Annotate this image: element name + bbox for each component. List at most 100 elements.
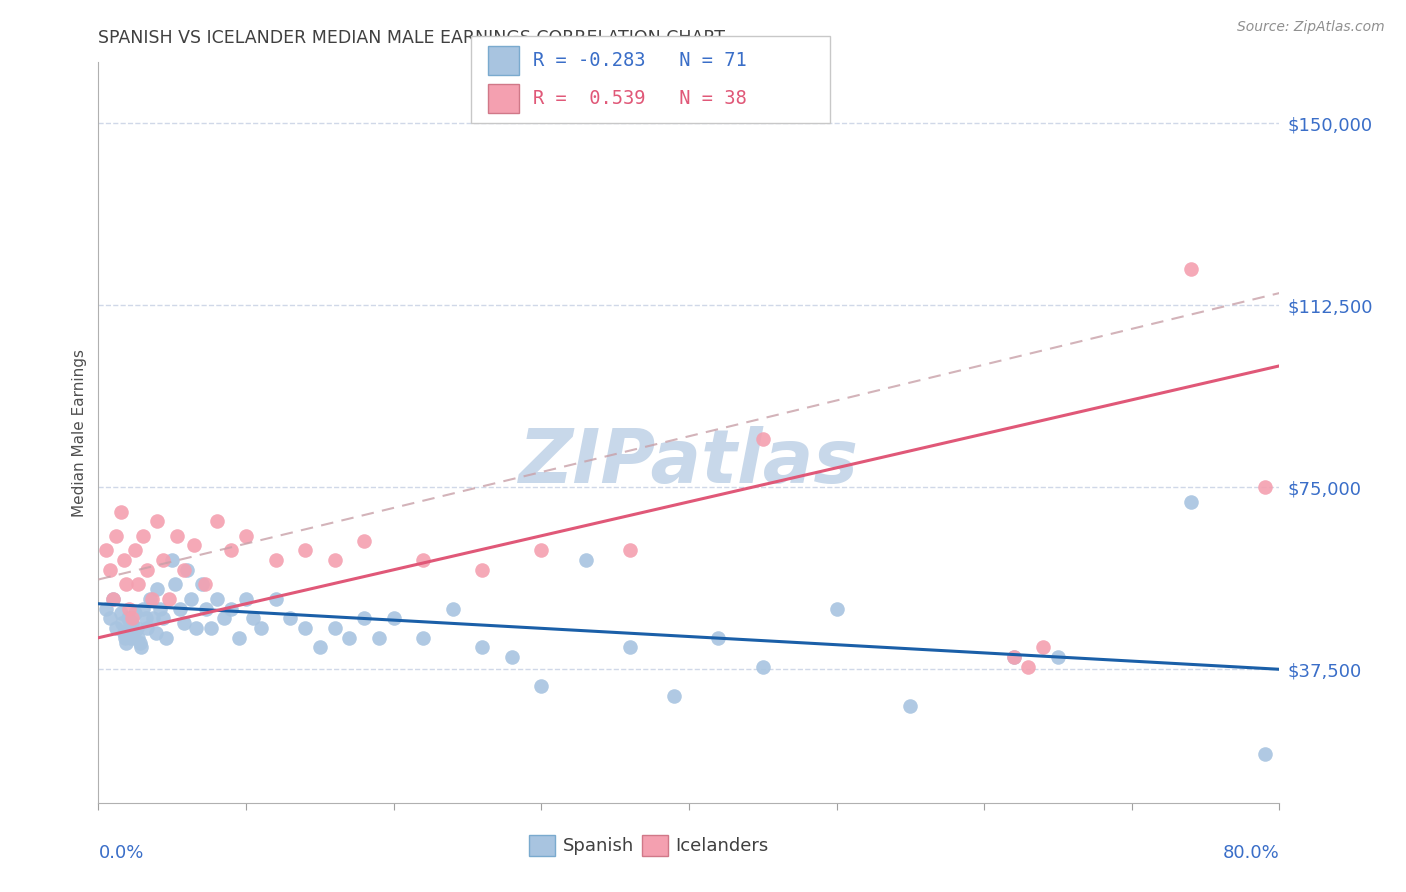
Point bbox=[471, 563, 494, 577]
Point bbox=[145, 626, 167, 640]
Text: R =  0.539   N = 38: R = 0.539 N = 38 bbox=[533, 89, 747, 108]
Point bbox=[169, 601, 191, 615]
Point bbox=[114, 631, 136, 645]
Point bbox=[619, 543, 641, 558]
Point bbox=[1180, 495, 1202, 509]
Point bbox=[128, 635, 150, 649]
Point bbox=[1046, 650, 1070, 665]
Point bbox=[242, 611, 264, 625]
Point bbox=[121, 616, 143, 631]
Point bbox=[235, 591, 257, 606]
Point bbox=[136, 563, 159, 577]
Point bbox=[619, 640, 641, 655]
Point bbox=[205, 591, 228, 606]
Point bbox=[118, 621, 141, 635]
Point bbox=[441, 601, 464, 615]
Point bbox=[152, 553, 174, 567]
Point bbox=[139, 591, 162, 606]
Point bbox=[195, 601, 218, 615]
Point bbox=[105, 621, 128, 635]
Point bbox=[110, 504, 132, 518]
Point bbox=[157, 591, 180, 606]
Point bbox=[471, 640, 494, 655]
Point bbox=[1180, 261, 1202, 276]
Point bbox=[155, 631, 177, 645]
Point bbox=[118, 601, 141, 615]
Point bbox=[152, 611, 174, 625]
Text: Icelanders: Icelanders bbox=[675, 837, 768, 855]
Point bbox=[1254, 480, 1277, 494]
Point bbox=[132, 601, 155, 615]
Point bbox=[353, 611, 375, 625]
Point bbox=[110, 607, 132, 621]
Point bbox=[323, 553, 346, 567]
Point bbox=[120, 631, 142, 645]
Point bbox=[122, 626, 145, 640]
Point bbox=[111, 616, 134, 631]
Point bbox=[575, 553, 598, 567]
Point bbox=[530, 543, 553, 558]
Point bbox=[1032, 640, 1054, 655]
Point bbox=[180, 591, 202, 606]
Point bbox=[149, 601, 172, 615]
Point bbox=[103, 591, 125, 606]
Point bbox=[112, 626, 135, 640]
Point bbox=[309, 640, 332, 655]
Point bbox=[250, 621, 273, 635]
Point bbox=[194, 577, 217, 591]
Text: 80.0%: 80.0% bbox=[1223, 844, 1279, 862]
Point bbox=[124, 607, 146, 621]
Point bbox=[825, 601, 848, 615]
Point bbox=[294, 543, 316, 558]
Point bbox=[205, 514, 228, 528]
Bar bbox=[641, 836, 668, 856]
Point bbox=[103, 591, 125, 606]
Point bbox=[264, 591, 287, 606]
Text: ZIPatlas: ZIPatlas bbox=[519, 425, 859, 499]
Point bbox=[173, 616, 195, 631]
Point bbox=[382, 611, 405, 625]
Point bbox=[98, 563, 121, 577]
Point bbox=[121, 611, 143, 625]
Point bbox=[129, 640, 152, 655]
Point bbox=[1018, 660, 1040, 674]
Point bbox=[146, 582, 169, 597]
Point bbox=[173, 563, 195, 577]
Point bbox=[125, 621, 148, 635]
Point bbox=[235, 529, 257, 543]
Point bbox=[136, 621, 159, 635]
Point bbox=[115, 635, 138, 649]
Point bbox=[166, 529, 188, 543]
Point bbox=[200, 621, 222, 635]
Point bbox=[142, 611, 165, 625]
Point bbox=[221, 543, 243, 558]
Point bbox=[94, 601, 117, 615]
Point bbox=[339, 631, 361, 645]
Point bbox=[530, 679, 553, 693]
Point bbox=[900, 698, 922, 713]
Point bbox=[141, 591, 163, 606]
Point bbox=[1002, 650, 1025, 665]
Point bbox=[132, 529, 155, 543]
Text: 0.0%: 0.0% bbox=[98, 844, 143, 862]
Point bbox=[412, 553, 434, 567]
Point bbox=[176, 563, 198, 577]
Point bbox=[264, 553, 287, 567]
Point bbox=[707, 631, 730, 645]
Point bbox=[127, 631, 149, 645]
Point bbox=[501, 650, 523, 665]
Point bbox=[105, 529, 128, 543]
Text: Source: ZipAtlas.com: Source: ZipAtlas.com bbox=[1237, 20, 1385, 34]
Point bbox=[294, 621, 316, 635]
Point bbox=[183, 539, 205, 553]
Y-axis label: Median Male Earnings: Median Male Earnings bbox=[72, 349, 87, 516]
Point bbox=[162, 553, 183, 567]
Point bbox=[98, 611, 121, 625]
Point bbox=[1254, 747, 1277, 762]
Point bbox=[752, 432, 775, 446]
Point bbox=[135, 611, 157, 625]
Point bbox=[221, 601, 243, 615]
Point bbox=[191, 577, 214, 591]
Point bbox=[184, 621, 207, 635]
Point bbox=[412, 631, 434, 645]
